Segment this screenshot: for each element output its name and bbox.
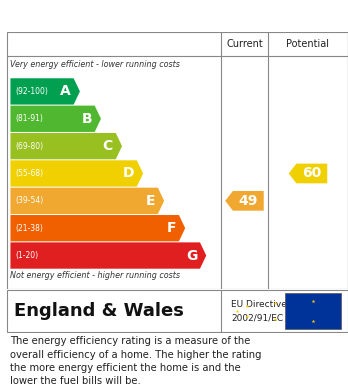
Text: (92-100): (92-100) bbox=[16, 87, 48, 96]
Polygon shape bbox=[10, 106, 101, 132]
Text: (39-54): (39-54) bbox=[16, 196, 44, 205]
Text: Very energy efficient - lower running costs: Very energy efficient - lower running co… bbox=[10, 60, 180, 69]
Text: (81-91): (81-91) bbox=[16, 114, 44, 123]
Text: 60: 60 bbox=[302, 167, 321, 181]
Text: Not energy efficient - higher running costs: Not energy efficient - higher running co… bbox=[10, 271, 181, 280]
Text: (69-80): (69-80) bbox=[16, 142, 44, 151]
Text: B: B bbox=[81, 112, 92, 126]
Polygon shape bbox=[289, 163, 327, 183]
Polygon shape bbox=[10, 188, 164, 214]
Text: F: F bbox=[167, 221, 176, 235]
Text: G: G bbox=[186, 249, 197, 262]
Polygon shape bbox=[10, 242, 206, 269]
Text: 49: 49 bbox=[238, 194, 258, 208]
Text: 2002/91/EC: 2002/91/EC bbox=[231, 313, 284, 322]
Polygon shape bbox=[10, 78, 80, 104]
Text: The energy efficiency rating is a measure of the
overall efficiency of a home. T: The energy efficiency rating is a measur… bbox=[10, 337, 262, 386]
Text: (21-38): (21-38) bbox=[16, 224, 44, 233]
Polygon shape bbox=[10, 160, 143, 187]
Text: England & Wales: England & Wales bbox=[14, 302, 184, 320]
Text: A: A bbox=[60, 84, 71, 99]
Text: D: D bbox=[122, 167, 134, 181]
Polygon shape bbox=[10, 133, 122, 159]
Text: EU Directive: EU Directive bbox=[231, 300, 287, 309]
Bar bbox=[285, 293, 341, 328]
Polygon shape bbox=[225, 191, 264, 211]
Text: Energy Efficiency Rating: Energy Efficiency Rating bbox=[10, 9, 232, 23]
Text: (1-20): (1-20) bbox=[16, 251, 39, 260]
Text: C: C bbox=[103, 139, 113, 153]
Text: Potential: Potential bbox=[286, 39, 330, 49]
Text: E: E bbox=[145, 194, 155, 208]
Polygon shape bbox=[10, 215, 185, 241]
Text: (55-68): (55-68) bbox=[16, 169, 44, 178]
Text: Current: Current bbox=[226, 39, 263, 49]
